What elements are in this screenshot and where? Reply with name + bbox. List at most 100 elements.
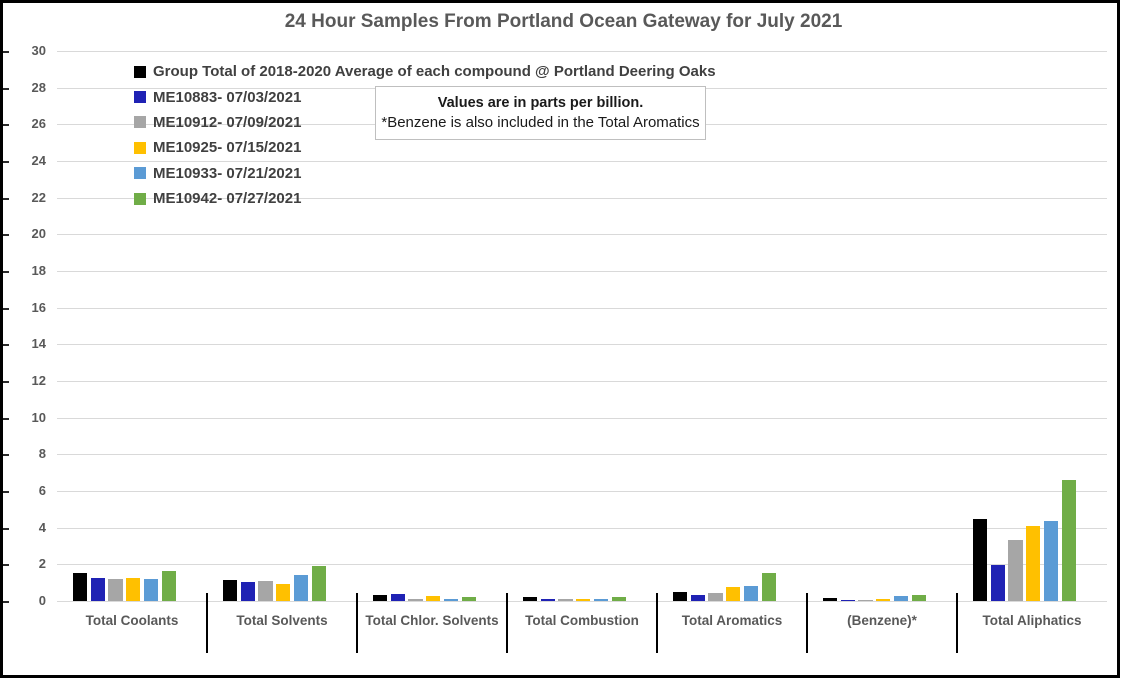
y-axis-tick-mark: [3, 87, 9, 90]
bar: [240, 581, 255, 601]
bar: [558, 599, 573, 601]
legend: Group Total of 2018-2020 Average of each…: [134, 59, 716, 211]
legend-swatch-icon: [134, 167, 146, 180]
bar: [73, 573, 88, 601]
gridline: [57, 490, 1107, 492]
bar: [973, 519, 988, 601]
legend-item-label: Group Total of 2018-2020 Average of each…: [153, 63, 716, 81]
bar: [276, 583, 291, 601]
legend-item-label: ME10933- 07/21/2021: [153, 164, 302, 182]
bar: [90, 578, 105, 601]
gridline: [57, 601, 1107, 602]
gridline: [57, 564, 1107, 566]
gridline: [57, 270, 1107, 272]
bar: [690, 594, 705, 601]
bar: [108, 578, 123, 601]
y-axis-tick-mark: [3, 490, 9, 493]
category-separator: [206, 593, 208, 653]
y-axis-tick-label: 28: [31, 79, 46, 95]
gridline: [57, 527, 1107, 529]
gridline: [57, 234, 1107, 236]
chart-title: 24 Hour Samples From Portland Ocean Gate…: [284, 11, 843, 32]
category-label: Total Solvents: [236, 613, 328, 628]
bar: [823, 598, 838, 601]
bar: [1026, 525, 1041, 601]
y-axis-tick-label: 26: [31, 116, 46, 132]
y-axis-tick-label: 6: [38, 482, 46, 498]
legend-swatch-icon: [134, 65, 146, 78]
category-label: Total Aliphatics: [982, 613, 1082, 628]
legend-item-label: ME10925- 07/15/2021: [153, 139, 302, 157]
y-axis-tick-label: 4: [38, 519, 46, 535]
legend-item-label: ME10942- 07/27/2021: [153, 190, 302, 208]
bar: [990, 565, 1005, 601]
bar: [540, 599, 555, 601]
category-separator: [356, 593, 358, 653]
category-label: Total Coolants: [85, 613, 179, 628]
bar: [593, 599, 608, 601]
bar: [893, 596, 908, 601]
legend-swatch-icon: [134, 116, 146, 129]
bar: [143, 578, 158, 601]
legend-swatch-icon: [134, 141, 146, 154]
note-line-1: Values are in parts per billion.: [437, 95, 644, 111]
bar: [876, 599, 891, 601]
bar: [911, 594, 926, 601]
legend-item-label: ME10883- 07/03/2021: [153, 88, 302, 106]
y-axis-tick-mark: [3, 197, 9, 200]
legend-swatch-icon: [134, 192, 146, 205]
bar: [443, 599, 458, 601]
legend-swatch-icon: [134, 91, 146, 104]
y-axis-tick-label: 2: [38, 556, 46, 572]
bar: [311, 566, 326, 601]
gridline: [57, 160, 1107, 162]
bar: [293, 575, 308, 601]
bar: [161, 570, 176, 601]
y-axis-tick-label: 10: [31, 409, 46, 425]
y-axis-tick-mark: [3, 124, 9, 127]
bar: [523, 597, 538, 601]
y-axis-tick-mark: [3, 50, 9, 53]
category-separator: [506, 593, 508, 653]
y-axis-tick-label: 16: [31, 299, 46, 315]
note-box: Values are in parts per billion. *Benzen…: [375, 86, 706, 140]
bar: [1043, 521, 1058, 601]
legend-item-label: ME10912- 07/09/2021: [153, 113, 302, 131]
legend-item: ME10942- 07/27/2021: [134, 186, 716, 211]
bar: [761, 572, 776, 601]
y-axis-tick-label: 8: [38, 446, 46, 462]
y-axis-tick-mark: [3, 601, 9, 603]
bar: [126, 578, 141, 601]
y-axis-tick-mark: [3, 417, 9, 420]
bar: [223, 579, 238, 601]
category-label: (Benzene)*: [847, 613, 917, 628]
gridline: [57, 50, 1107, 52]
gridline: [57, 417, 1107, 419]
bar: [673, 591, 688, 601]
y-axis-tick-mark: [3, 454, 9, 457]
category-separator: [806, 593, 808, 653]
bar: [611, 597, 626, 601]
gridline: [57, 380, 1107, 382]
category-label: Total Combustion: [525, 613, 639, 628]
y-axis-tick-label: 18: [31, 262, 46, 278]
y-axis-tick-mark: [3, 307, 9, 310]
bar: [576, 599, 591, 601]
category-separator: [956, 593, 958, 653]
y-axis-tick-label: 12: [31, 372, 46, 388]
bar: [726, 587, 741, 601]
note-line-2: *Benzene is also included in the Total A…: [381, 114, 700, 131]
y-axis-tick-label: 24: [31, 152, 46, 168]
bar: [408, 599, 423, 601]
y-axis-tick-label: 20: [31, 226, 46, 242]
legend-item: ME10925- 07/15/2021: [134, 135, 716, 160]
bar: [1008, 540, 1023, 601]
legend-item: ME10883- 07/03/2021: [134, 84, 716, 109]
y-axis-tick-mark: [3, 270, 9, 273]
gridline: [57, 307, 1107, 309]
gridline: [57, 197, 1107, 199]
y-axis-tick-mark: [3, 344, 9, 347]
bar: [258, 580, 273, 601]
gridline: [57, 454, 1107, 456]
